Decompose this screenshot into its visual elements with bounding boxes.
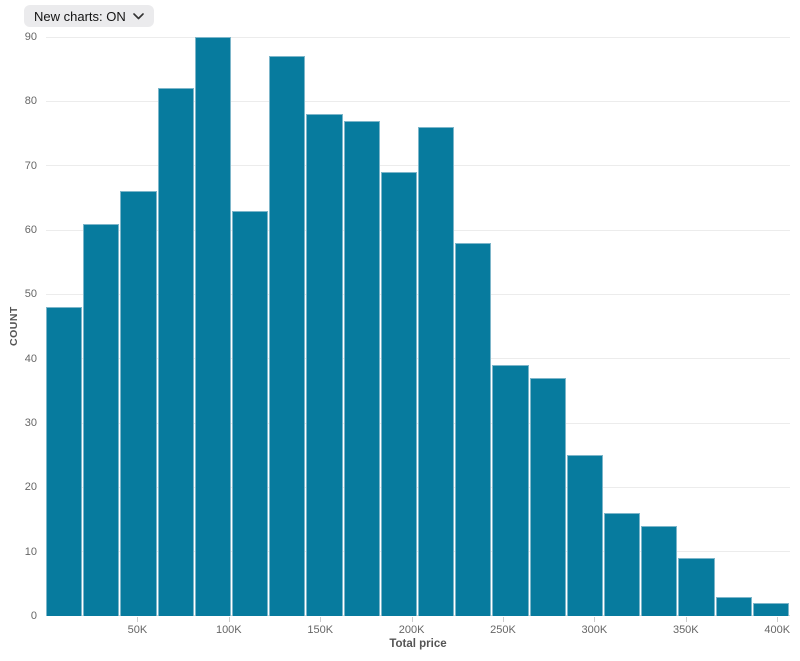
- histogram-bar[interactable]: [306, 114, 343, 616]
- histogram-bar[interactable]: [566, 455, 603, 616]
- x-tick-label: 150K: [307, 624, 334, 636]
- chevron-down-icon: [132, 12, 144, 20]
- histogram-bar[interactable]: [46, 307, 83, 616]
- histogram-bar[interactable]: [232, 210, 269, 616]
- x-axis-title: Total price: [389, 638, 447, 650]
- histogram-bar[interactable]: [678, 558, 715, 616]
- histogram-bar[interactable]: [604, 513, 641, 616]
- histogram-bar[interactable]: [529, 377, 566, 616]
- histogram-bar[interactable]: [380, 172, 417, 616]
- y-tick-label: 40: [24, 352, 37, 365]
- histogram-bar[interactable]: [343, 120, 380, 616]
- x-tick-mark: [228, 617, 230, 622]
- x-tick-mark: [320, 617, 322, 622]
- y-tick-label: 60: [24, 224, 37, 236]
- histogram-bar[interactable]: [752, 603, 789, 616]
- y-tick-label: 90: [24, 31, 37, 43]
- histogram-bar[interactable]: [269, 56, 306, 616]
- x-tick-mark: [411, 617, 413, 622]
- histogram-bar[interactable]: [157, 88, 194, 616]
- histogram-bar[interactable]: [492, 365, 529, 616]
- histogram-bar[interactable]: [194, 37, 231, 616]
- x-tick-label: 250K: [490, 624, 516, 636]
- new-charts-dropdown-label: New charts: ON: [34, 8, 126, 24]
- x-tick-mark: [137, 617, 139, 622]
- new-charts-dropdown[interactable]: New charts: ON: [24, 5, 154, 27]
- histogram-bar[interactable]: [120, 191, 157, 616]
- histogram-bar[interactable]: [418, 127, 455, 616]
- histogram-bar[interactable]: [715, 596, 752, 616]
- x-tick-label: 200K: [398, 624, 425, 636]
- histogram-bar[interactable]: [455, 242, 492, 616]
- x-tick-mark: [777, 617, 779, 622]
- y-tick-label: 50: [24, 288, 37, 301]
- histogram-bar[interactable]: [83, 223, 120, 616]
- gridline: [46, 36, 790, 38]
- x-tick-label: 350K: [672, 624, 699, 636]
- gridline: [46, 100, 790, 102]
- x-tick-label: 300K: [581, 624, 608, 636]
- x-tick-label: 100K: [215, 624, 242, 636]
- y-tick-label: 0: [30, 610, 37, 622]
- x-tick-label: 50K: [127, 624, 148, 636]
- x-tick-label: 400K: [764, 624, 791, 636]
- x-tick-mark: [503, 617, 504, 622]
- histogram-bar[interactable]: [641, 525, 678, 616]
- y-tick-label: 30: [24, 417, 37, 429]
- y-tick-label: 20: [24, 481, 37, 494]
- y-tick-label: 80: [24, 95, 37, 108]
- x-tick-mark: [685, 617, 687, 622]
- y-axis-tick-labels: 0 10 20 30 40 50 60 70 80 90: [0, 31, 40, 622]
- x-axis-tick-labels: 50K 100K 150K 200K 250K 300K 350K 400K: [46, 621, 790, 637]
- histogram-bars: [46, 37, 790, 616]
- x-tick-mark: [594, 617, 596, 622]
- y-tick-label: 10: [24, 545, 37, 558]
- plot-area: [46, 36, 790, 622]
- y-tick-label: 70: [24, 159, 37, 172]
